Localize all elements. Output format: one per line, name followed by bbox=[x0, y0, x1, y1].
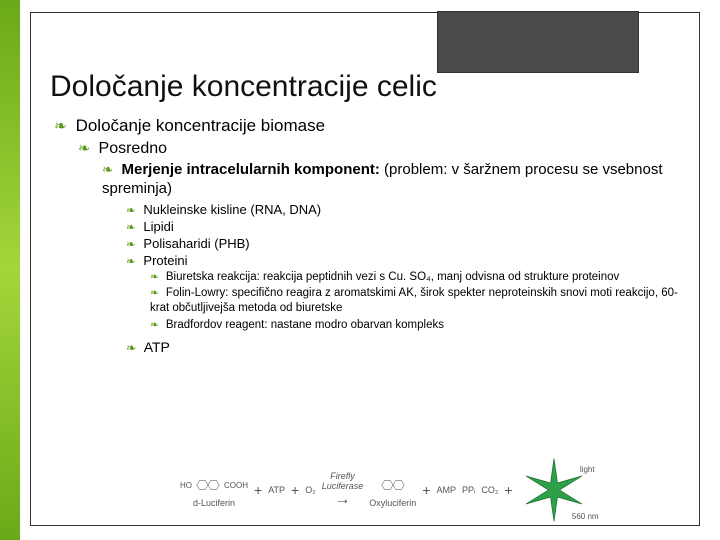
ppi-text: PPᵢ bbox=[462, 485, 475, 495]
molecule-luciferin: HO COOH d-Luciferin bbox=[180, 472, 248, 508]
bullet-l4-1: Lipidi bbox=[126, 219, 690, 234]
label-co2: CO₂ bbox=[481, 485, 498, 495]
l4-2-prefix: Polisaharidi bbox=[143, 236, 210, 251]
bullet-atp: ATP bbox=[126, 339, 690, 355]
l4-3-prefix: Proteini bbox=[143, 253, 187, 268]
arrow-icon: → bbox=[334, 491, 350, 509]
hex-icon bbox=[194, 472, 222, 498]
l1-rest: koncentracije biomase bbox=[151, 116, 325, 135]
l4-0-prefix: Nukleinske bbox=[143, 202, 207, 217]
amp-text: AMP bbox=[436, 485, 456, 495]
l4-1-prefix: Lipidi bbox=[143, 219, 173, 234]
dark-tab-decoration bbox=[437, 11, 639, 73]
label-ho: HO bbox=[180, 481, 192, 490]
firefly-bot: Luciferase bbox=[322, 481, 364, 491]
bullet-l4-2: Polisaharidi (PHB) bbox=[126, 236, 690, 251]
l5-1-prefix: Folin-Lowry: bbox=[166, 287, 229, 299]
l4-2-rest: (PHB) bbox=[211, 236, 250, 251]
label-ppi: PPᵢ bbox=[462, 485, 475, 495]
firefly-top: Firefly bbox=[330, 471, 355, 481]
bullet-l4-0: Nukleinske kisline (RNA, DNA) bbox=[126, 202, 690, 217]
l5-0-rest: reakcija: reakcija peptidnih vezi s Cu. … bbox=[214, 271, 619, 283]
plus-4: + bbox=[504, 482, 512, 498]
light-star-icon: light 560 nm bbox=[519, 455, 589, 525]
plus-2: + bbox=[291, 482, 299, 498]
label-atp-mol: ATP bbox=[268, 485, 285, 495]
l5-2-rest: reagent: nastane modro obarvan kompleks bbox=[222, 319, 444, 331]
slide: Določanje koncentracije celic Določanje … bbox=[0, 0, 720, 540]
l4-0-rest: kisline (RNA, DNA) bbox=[207, 202, 321, 217]
green-sidebar bbox=[0, 0, 20, 540]
enzyme-label: Firefly Luciferase → bbox=[322, 471, 364, 509]
label-wavelength: 560 nm bbox=[572, 512, 599, 521]
atp-label: ATP bbox=[268, 485, 285, 495]
reaction-diagram: HO COOH d-Luciferin + ATP + O₂ Firefly L… bbox=[180, 454, 680, 526]
bullet-l1: Določanje koncentracije biomase bbox=[54, 116, 690, 136]
bullet-l5-2: Bradfordov reagent: nastane modro obarva… bbox=[150, 318, 690, 333]
molecule-oxyluciferin: Oxyluciferin bbox=[369, 472, 416, 508]
slide-title: Določanje koncentracije celic bbox=[50, 70, 690, 104]
l5-1-rest: specifično reagira z aromatskimi AK, šir… bbox=[150, 287, 678, 314]
content-area: Določanje koncentracije celic Določanje … bbox=[50, 70, 690, 510]
label-light: light bbox=[580, 465, 595, 474]
atp-text: ATP bbox=[144, 339, 170, 355]
label-luciferin: d-Luciferin bbox=[193, 498, 235, 508]
molecule-o2: O₂ bbox=[305, 485, 316, 495]
hex-icon-2 bbox=[379, 472, 407, 498]
l1-prefix: Določanje bbox=[76, 116, 152, 135]
bullet-l5-0: Biuretska reakcija: reakcija peptidnih v… bbox=[150, 270, 690, 285]
label-oxyluciferin: Oxyluciferin bbox=[369, 498, 416, 508]
l5-2-prefix: Bradfordov bbox=[166, 319, 222, 331]
l5-0-prefix: Biuretska bbox=[166, 271, 214, 283]
plus-3: + bbox=[422, 482, 430, 498]
label-amp: AMP bbox=[436, 485, 456, 495]
l3-bold: Merjenje intracelularnih komponent: bbox=[121, 161, 379, 178]
label-cooh: COOH bbox=[224, 481, 248, 490]
bullet-l5-1: Folin-Lowry: specifično reagira z aromat… bbox=[150, 286, 690, 315]
bullet-l2: Posredno bbox=[78, 140, 690, 158]
bullet-l3: Merjenje intracelularnih komponent: (pro… bbox=[102, 161, 690, 199]
l2-text: Posredno bbox=[99, 140, 168, 157]
plus-1: + bbox=[254, 482, 262, 498]
label-o2: O₂ bbox=[305, 485, 316, 495]
co2-text: CO₂ bbox=[481, 485, 498, 495]
bullet-l4-3: Proteini bbox=[126, 253, 690, 268]
